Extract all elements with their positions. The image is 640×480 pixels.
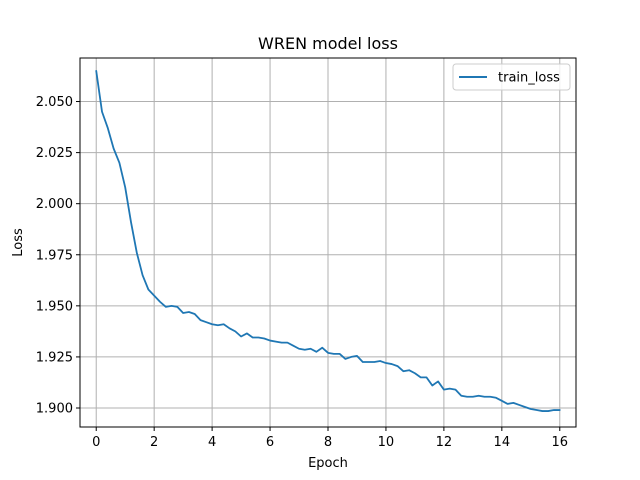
y-tick-label: 2.025 <box>36 146 73 161</box>
x-tick-label: 2 <box>150 435 158 450</box>
y-tick-label: 2.000 <box>36 197 73 212</box>
y-tick-label: 2.050 <box>36 95 73 110</box>
ticks: 0 2 4 6 8 10 12 14 16 1.900 1.925 1.950 1.975 2.000 2.… <box>36 95 568 450</box>
x-tick-label: 12 <box>436 435 453 450</box>
x-tick-label: 10 <box>378 435 395 450</box>
x-tick-label: 8 <box>324 435 332 450</box>
x-tick-label: 4 <box>208 435 216 450</box>
y-axis-label: Loss <box>11 228 26 257</box>
chart-title: WREN model loss <box>258 34 398 53</box>
series-layer <box>95 69 561 412</box>
y-tick-label: 1.925 <box>36 350 73 365</box>
x-tick-label: 0 <box>92 435 100 450</box>
legend-label-train-loss: train_loss <box>498 71 560 86</box>
y-tick-label: 1.900 <box>36 401 73 416</box>
x-axis-label: Epoch <box>308 456 348 471</box>
legend-box <box>452 63 571 91</box>
legend: train_loss <box>452 63 571 91</box>
x-tick-label: 6 <box>266 435 274 450</box>
x-tick-label: 14 <box>494 435 511 450</box>
series-line-train-loss <box>95 69 561 412</box>
grid <box>80 58 576 427</box>
x-tick-label: 16 <box>552 435 569 450</box>
y-tick-label: 1.975 <box>36 248 73 263</box>
y-tick-label: 1.950 <box>36 299 73 314</box>
